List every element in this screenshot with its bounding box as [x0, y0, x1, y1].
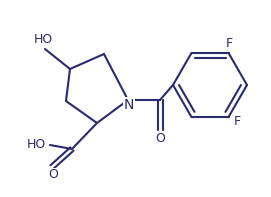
Text: O: O [155, 132, 165, 145]
Text: HO: HO [26, 138, 46, 151]
Text: N: N [124, 98, 134, 112]
Text: F: F [226, 37, 233, 50]
Text: O: O [48, 168, 58, 181]
Text: HO: HO [33, 33, 53, 46]
Text: F: F [234, 114, 241, 127]
